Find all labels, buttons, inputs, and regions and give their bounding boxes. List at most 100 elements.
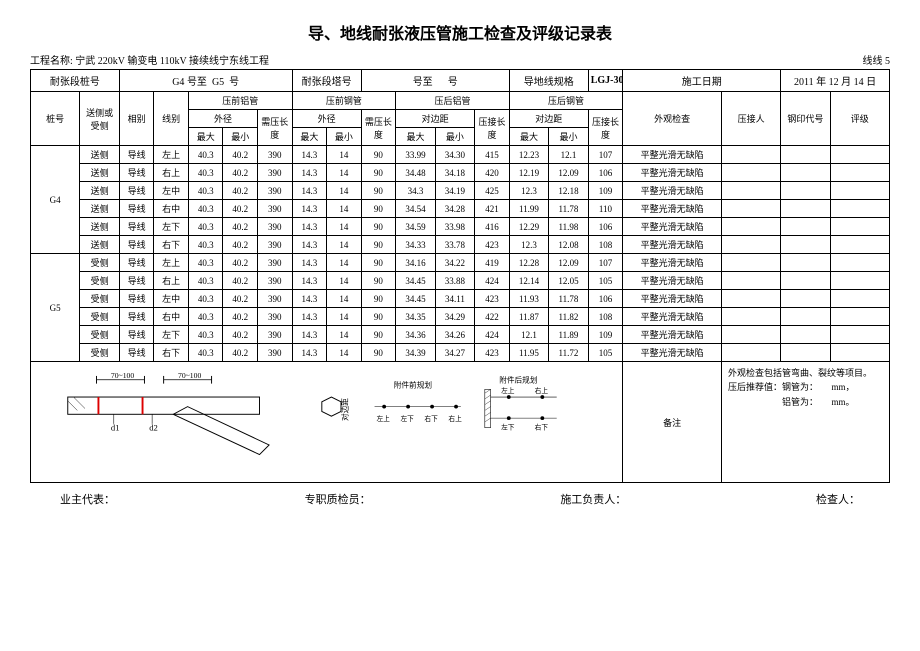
data-cell: 14 xyxy=(327,200,362,218)
line-cell: 右上 xyxy=(154,272,189,290)
data-cell: 90 xyxy=(361,236,396,254)
remark-label: 备注 xyxy=(623,362,722,483)
page-number: 线线 5 xyxy=(863,52,891,67)
data-cell: 40.3 xyxy=(188,218,223,236)
grade-cell xyxy=(830,254,889,272)
data-cell: 40.3 xyxy=(188,344,223,362)
data-cell: 14.3 xyxy=(292,290,327,308)
data-cell: 40.2 xyxy=(223,344,258,362)
stamp-cell xyxy=(781,272,830,290)
sign-owner: 业主代表： xyxy=(60,491,115,507)
table-row: 受侧导线右上40.340.239014.3149034.4533.8842412… xyxy=(31,272,890,290)
data-cell: 12.1 xyxy=(549,146,588,164)
data-cell: 105 xyxy=(588,272,623,290)
pile-section-label: 耐张段桩号 xyxy=(31,70,120,92)
data-cell: 14 xyxy=(327,326,362,344)
hdr-pile: 桩号 xyxy=(31,92,80,146)
data-cell: 33.99 xyxy=(396,146,435,164)
hdr-post-al-dist: 对边距 xyxy=(396,110,475,128)
visual-cell: 平整光滑无缺陷 xyxy=(623,236,722,254)
grade-cell xyxy=(830,326,889,344)
stamp-cell xyxy=(781,200,830,218)
data-cell: 11.82 xyxy=(549,308,588,326)
grade-cell xyxy=(830,236,889,254)
hdr-pre-steel-len: 需压长度 xyxy=(361,110,396,146)
data-cell: 40.2 xyxy=(223,146,258,164)
svg-text:右下: 右下 xyxy=(535,423,549,432)
line-cell: 右下 xyxy=(154,344,189,362)
data-cell: 12.05 xyxy=(549,272,588,290)
data-cell: 34.16 xyxy=(396,254,435,272)
hdr-pre-al-outer: 外径 xyxy=(188,110,257,128)
data-cell: 33.78 xyxy=(435,236,474,254)
svg-text:左下: 左下 xyxy=(501,423,515,432)
hdr-min: 最小 xyxy=(223,128,258,146)
side-cell: 送侧 xyxy=(80,218,119,236)
pile-cell: G5 xyxy=(31,254,80,362)
hdr-min: 最小 xyxy=(327,128,362,146)
table-row: 受侧导线右下40.340.239014.3149034.3934.2742311… xyxy=(31,344,890,362)
side-cell: 送侧 xyxy=(80,146,119,164)
data-cell: 11.78 xyxy=(549,200,588,218)
side-cell: 受侧 xyxy=(80,254,119,272)
stamp-cell xyxy=(781,182,830,200)
data-cell: 390 xyxy=(258,182,293,200)
data-cell: 11.72 xyxy=(549,344,588,362)
signature-row: 业主代表： 专职质检员： 施工负责人： 检查人： xyxy=(30,491,890,507)
grade-cell xyxy=(830,164,889,182)
hdr-pre-al-len: 需压长度 xyxy=(258,110,293,146)
line-cell: 右中 xyxy=(154,200,189,218)
data-cell: 34.36 xyxy=(396,326,435,344)
data-cell: 34.19 xyxy=(435,182,474,200)
grade-cell xyxy=(830,218,889,236)
data-cell: 390 xyxy=(258,254,293,272)
hdr-line: 线别 xyxy=(154,92,189,146)
data-cell: 11.93 xyxy=(509,290,548,308)
visual-cell: 平整光滑无缺陷 xyxy=(623,290,722,308)
data-cell: 14.3 xyxy=(292,326,327,344)
phase-cell: 导线 xyxy=(119,344,154,362)
phase-cell: 导线 xyxy=(119,218,154,236)
data-cell: 40.3 xyxy=(188,290,223,308)
after-label: 附件后规划 xyxy=(499,375,537,385)
phase-cell: 导线 xyxy=(119,146,154,164)
data-cell: 40.2 xyxy=(223,326,258,344)
stamp-cell xyxy=(781,146,830,164)
data-cell: 12.14 xyxy=(509,272,548,290)
presser-cell xyxy=(721,146,780,164)
data-cell: 107 xyxy=(588,254,623,272)
svg-text:右下: 右下 xyxy=(424,414,438,423)
data-cell: 390 xyxy=(258,326,293,344)
data-cell: 34.45 xyxy=(396,290,435,308)
presser-cell xyxy=(721,344,780,362)
data-cell: 390 xyxy=(258,200,293,218)
data-cell: 14 xyxy=(327,146,362,164)
data-cell: 106 xyxy=(588,164,623,182)
side-cell: 送侧 xyxy=(80,164,119,182)
data-cell: 34.39 xyxy=(396,344,435,362)
data-cell: 14.3 xyxy=(292,308,327,326)
data-cell: 424 xyxy=(475,272,510,290)
visual-cell: 平整光滑无缺陷 xyxy=(623,344,722,362)
data-cell: 14.3 xyxy=(292,146,327,164)
stamp-cell xyxy=(781,254,830,272)
presser-cell xyxy=(721,290,780,308)
data-cell: 390 xyxy=(258,218,293,236)
data-cell: 90 xyxy=(361,308,396,326)
pile-section-value: G4 号至 G5 号 xyxy=(119,70,292,92)
presser-cell xyxy=(721,200,780,218)
stamp-cell xyxy=(781,308,830,326)
hdr-pre-steel: 压前钢管 xyxy=(292,92,396,110)
sign-inspector: 检查人： xyxy=(816,491,860,507)
date-label: 施工日期 xyxy=(623,70,781,92)
tower-section-label: 耐张段塔号 xyxy=(292,70,361,92)
data-cell: 14.3 xyxy=(292,218,327,236)
side-cell: 受侧 xyxy=(80,290,119,308)
data-cell: 424 xyxy=(475,326,510,344)
presser-cell xyxy=(721,272,780,290)
data-cell: 14 xyxy=(327,164,362,182)
data-cell: 106 xyxy=(588,290,623,308)
line-cell: 左下 xyxy=(154,326,189,344)
data-cell: 40.2 xyxy=(223,218,258,236)
line-cell: 左上 xyxy=(154,254,189,272)
